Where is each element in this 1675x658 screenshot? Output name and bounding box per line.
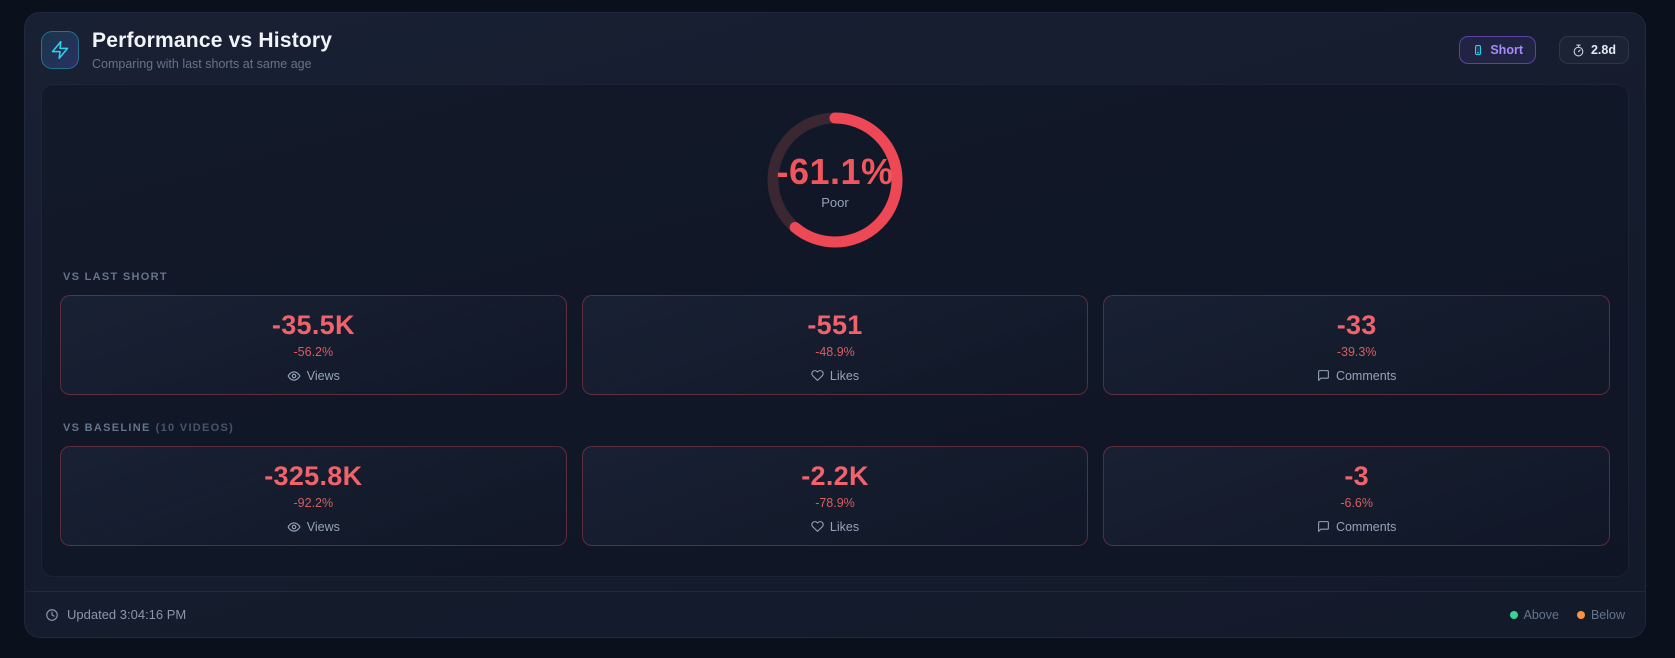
legend-item-below: Below	[1576, 607, 1625, 622]
metric-percent: -48.9%	[815, 344, 855, 359]
metric-card-comments: -3 -6.6% Comments	[1103, 446, 1610, 546]
heart-icon	[811, 369, 824, 382]
metric-label: Views	[306, 519, 340, 534]
comment-bubble-icon	[1317, 520, 1330, 533]
header-icon-tile	[41, 31, 79, 69]
gauge-rating-label: Poor	[821, 194, 849, 210]
metric-card-likes: -2.2K -78.9% Likes	[581, 446, 1089, 546]
page-subtitle: Comparing with last shorts at same age	[92, 57, 312, 71]
metric-label-row: Views	[287, 369, 340, 383]
page-title: Performance vs History	[92, 29, 333, 52]
short-type-badge: Short	[1459, 36, 1536, 64]
metric-card-views: -35.5K -56.2% Views	[60, 295, 567, 395]
gauge-section: -61.1% Poor	[60, 103, 1610, 255]
metric-label-row: Likes	[811, 369, 859, 383]
updated-text: Updated 3:04:16 PM	[67, 607, 187, 622]
eye-icon	[287, 520, 301, 534]
legend-label: Below	[1590, 607, 1625, 622]
metric-label-row: Likes	[811, 520, 859, 534]
updated-status: Updated 3:04:16 PM	[45, 607, 186, 622]
performance-vs-history-card: Performance vs History Comparing with la…	[24, 12, 1646, 638]
vs-last-short-row: -35.5K -56.2% Views -551 -48.9% Likes -3…	[60, 295, 1610, 395]
card-footer: Updated 3:04:16 PM Above Below	[25, 591, 1645, 637]
smartphone-icon	[1472, 43, 1484, 57]
metric-label: Comments	[1335, 519, 1397, 534]
metric-card-likes: -551 -48.9% Likes	[581, 295, 1089, 395]
legend-label: Above	[1523, 607, 1559, 622]
metric-value: -551	[807, 309, 863, 340]
section-label-suffix: (10 VIDEOS)	[155, 422, 235, 434]
vs-baseline-row: -325.8K -92.2% Views -2.2K -78.9% Likes …	[60, 446, 1610, 546]
legend-item-above: Above	[1509, 607, 1559, 622]
metric-value: -3	[1344, 460, 1369, 491]
metric-label-row: Views	[287, 520, 340, 534]
metric-percent: -92.2%	[293, 495, 334, 510]
section-label-vs-last-short: VS LAST SHORT	[63, 271, 1610, 283]
eye-icon	[287, 369, 301, 383]
metric-value: -35.5K	[271, 309, 355, 340]
section-label-text: VS LAST SHORT	[63, 271, 168, 283]
section-label-text: VS BASELINE	[63, 422, 151, 434]
metric-value: -33	[1336, 309, 1377, 340]
metric-label: Views	[306, 368, 340, 383]
metric-label: Likes	[829, 368, 860, 383]
metric-value: -2.2K	[801, 460, 869, 491]
above-dot	[1509, 610, 1518, 619]
header-titles: Performance vs History Comparing with la…	[92, 29, 332, 71]
metric-percent: -6.6%	[1340, 495, 1373, 510]
metric-percent: -78.9%	[815, 495, 855, 510]
gauge-value: -61.1%	[776, 150, 894, 192]
comparison-panel: -61.1% Poor VS LAST SHORT -35.5K -56.2% …	[41, 84, 1629, 577]
lightning-bolt-icon	[50, 40, 70, 60]
gauge-center-text: -61.1% Poor	[760, 105, 910, 255]
metric-label-row: Comments	[1317, 369, 1396, 383]
metric-label: Comments	[1335, 368, 1397, 383]
performance-gauge: -61.1% Poor	[760, 105, 910, 255]
heart-icon	[811, 520, 824, 533]
section-label-vs-baseline: VS BASELINE (10 VIDEOS)	[63, 422, 1610, 434]
metric-value: -325.8K	[264, 460, 363, 491]
video-age-label: 2.8d	[1590, 43, 1616, 57]
gauge-ring	[767, 112, 903, 248]
metric-label-row: Comments	[1317, 520, 1396, 534]
metric-card-views: -325.8K -92.2% Views	[60, 446, 567, 546]
metric-card-comments: -33 -39.3% Comments	[1103, 295, 1610, 395]
clock-icon	[45, 608, 59, 622]
short-badge-label: Short	[1490, 43, 1523, 57]
legend: Above Below	[1509, 607, 1625, 622]
stopwatch-icon	[1572, 44, 1585, 57]
card-header: Performance vs History Comparing with la…	[25, 13, 1645, 84]
gauge-arc	[767, 112, 903, 248]
below-dot	[1576, 610, 1585, 619]
video-age-badge: 2.8d	[1558, 36, 1629, 64]
metric-percent: -56.2%	[293, 344, 334, 359]
comment-bubble-icon	[1317, 369, 1330, 382]
metric-label: Likes	[829, 519, 860, 534]
metric-percent: -39.3%	[1336, 344, 1377, 359]
